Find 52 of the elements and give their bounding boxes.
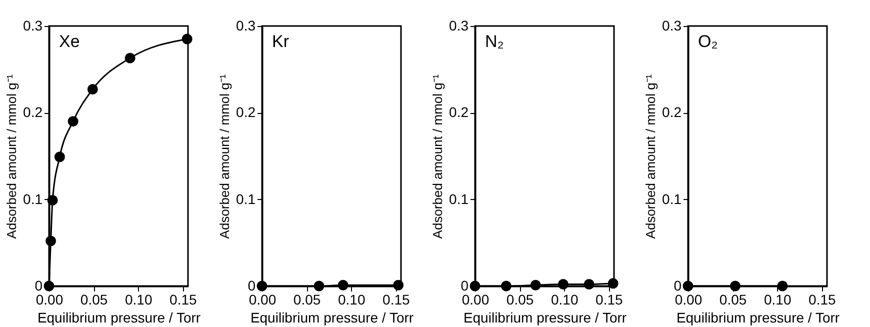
y-tick-label: 0.2	[236, 104, 256, 120]
chart-title: O₂	[698, 32, 718, 51]
y-tick-label: 0.1	[23, 190, 43, 207]
y-tick-label: 0	[460, 278, 469, 294]
x-tick-label: 0.05	[293, 292, 321, 308]
y-axis-title: Adsorbed amount / mmol g⁻¹	[217, 74, 232, 239]
point	[54, 152, 65, 162]
point	[182, 34, 192, 44]
y-tick-label: 0.1	[236, 190, 256, 207]
y-axis-title: Adsorbed amount / mmol g⁻¹	[643, 74, 658, 239]
x-tick-label: 0.05	[719, 292, 747, 308]
x-tick-label: 0.00	[674, 292, 702, 308]
point	[87, 84, 98, 94]
x-tick-label: 0.10	[550, 292, 578, 308]
x-tick-label: 0.15	[808, 292, 836, 308]
x-tick-label: 0.00	[248, 292, 276, 308]
point	[47, 194, 58, 206]
y-tick-label: 0.1	[449, 190, 469, 207]
y-tick-label: 0.3	[662, 18, 682, 34]
chart-title: Xe	[59, 32, 80, 51]
y-tick-label: 0	[248, 278, 256, 294]
y-tick-label: 0.2	[662, 104, 682, 120]
x-tick-label: 0.00	[462, 292, 490, 308]
y-tick-label: 0.2	[23, 104, 43, 120]
point	[46, 236, 56, 246]
x-tick-label: 0.10	[338, 292, 366, 308]
x-tick-label: 0.10	[124, 292, 152, 308]
x-tick-label: 0.15	[170, 292, 197, 308]
point	[68, 116, 78, 127]
x-axis-title: Equilibrium pressure / Torr	[676, 310, 840, 326]
x-tick-label: 0.05	[506, 292, 534, 308]
x-tick-label: 0.05	[80, 292, 108, 308]
y-tick-label: 0.2	[449, 104, 469, 120]
y-axis-title: Adsorbed amount / mmol g⁻¹	[4, 74, 20, 239]
chart-title: Kr	[272, 32, 290, 51]
y-axis-title: Adsorbed amount / mmol g⁻¹	[430, 74, 446, 239]
y-tick-label: 0	[674, 278, 682, 294]
chart-title: N₂	[485, 32, 504, 51]
x-axis-title: Equilibrium pressure / Torr	[37, 310, 201, 326]
y-tick-label: 0.3	[23, 18, 43, 34]
x-tick-label: 0.00	[36, 292, 64, 308]
y-tick-label: 0.3	[449, 18, 469, 34]
y-tick-label: 0	[34, 278, 43, 294]
x-tick-label: 0.10	[764, 292, 792, 308]
point	[124, 52, 136, 64]
x-tick-label: 0.15	[382, 292, 410, 308]
x-axis-title: Equilibrium pressure / Torr	[250, 310, 414, 326]
y-tick-label: 0.1	[662, 190, 682, 207]
x-axis-title: Equilibrium pressure / Torr	[463, 310, 627, 326]
point	[44, 280, 54, 292]
x-tick-label: 0.15	[596, 292, 623, 308]
y-tick-label: 0.3	[236, 18, 256, 34]
